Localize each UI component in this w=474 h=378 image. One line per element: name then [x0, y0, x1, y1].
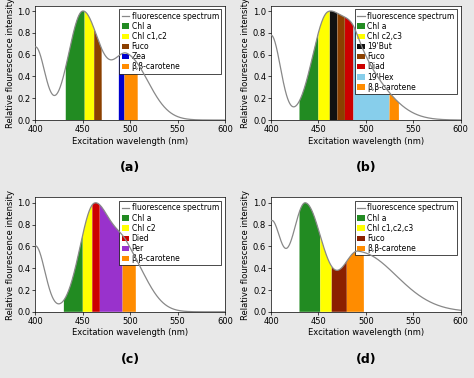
X-axis label: Excitation wavelength (nm): Excitation wavelength (nm): [72, 328, 188, 338]
Polygon shape: [100, 205, 123, 312]
X-axis label: Excitation wavelength (nm): Excitation wavelength (nm): [308, 328, 424, 338]
Polygon shape: [125, 53, 138, 120]
Polygon shape: [92, 203, 100, 312]
Text: (b): (b): [356, 161, 376, 174]
Polygon shape: [300, 33, 319, 120]
Legend: fluorescence spectrum, Chl a, Chl c1,c2, Fuco, Zea, β,β-carotene: fluorescence spectrum, Chl a, Chl c1,c2,…: [119, 9, 221, 74]
Polygon shape: [64, 235, 83, 312]
X-axis label: Excitation wavelength (nm): Excitation wavelength (nm): [72, 137, 188, 146]
Legend: fluorescence spectrum, Chl a, Chl c2,c3, 19'But, Fuco, Diad, 19'Hex, β,β-caroten: fluorescence spectrum, Chl a, Chl c2,c3,…: [355, 9, 456, 94]
Polygon shape: [337, 13, 345, 120]
X-axis label: Excitation wavelength (nm): Excitation wavelength (nm): [308, 137, 424, 146]
Y-axis label: Relative flourescence intensity: Relative flourescence intensity: [6, 190, 15, 319]
Polygon shape: [347, 251, 364, 312]
Polygon shape: [345, 17, 354, 120]
Polygon shape: [320, 236, 332, 312]
Polygon shape: [66, 11, 85, 120]
Polygon shape: [354, 26, 390, 120]
Text: (d): (d): [356, 353, 376, 366]
Y-axis label: Relative flourescence intensity: Relative flourescence intensity: [6, 0, 15, 128]
Polygon shape: [330, 11, 337, 120]
Y-axis label: Relative flourescence intensity: Relative flourescence intensity: [241, 190, 250, 319]
Polygon shape: [319, 11, 330, 120]
Polygon shape: [332, 261, 347, 312]
Polygon shape: [123, 235, 136, 312]
Polygon shape: [390, 93, 399, 120]
Y-axis label: Relative flourescence intensity: Relative flourescence intensity: [241, 0, 250, 128]
Polygon shape: [85, 11, 94, 120]
Text: (a): (a): [120, 161, 140, 174]
Polygon shape: [300, 203, 320, 312]
Text: (c): (c): [120, 353, 140, 366]
Polygon shape: [94, 29, 102, 120]
Polygon shape: [83, 205, 92, 312]
Legend: fluorescence spectrum, Chl a, Chl c2, Died, Per, β,β-carotene: fluorescence spectrum, Chl a, Chl c2, Di…: [119, 201, 221, 265]
Polygon shape: [119, 53, 125, 120]
Legend: fluorescence spectrum, Chl a, Chl c1,c2,c3, Fuco, β,β-carotene: fluorescence spectrum, Chl a, Chl c1,c2,…: [355, 201, 456, 255]
